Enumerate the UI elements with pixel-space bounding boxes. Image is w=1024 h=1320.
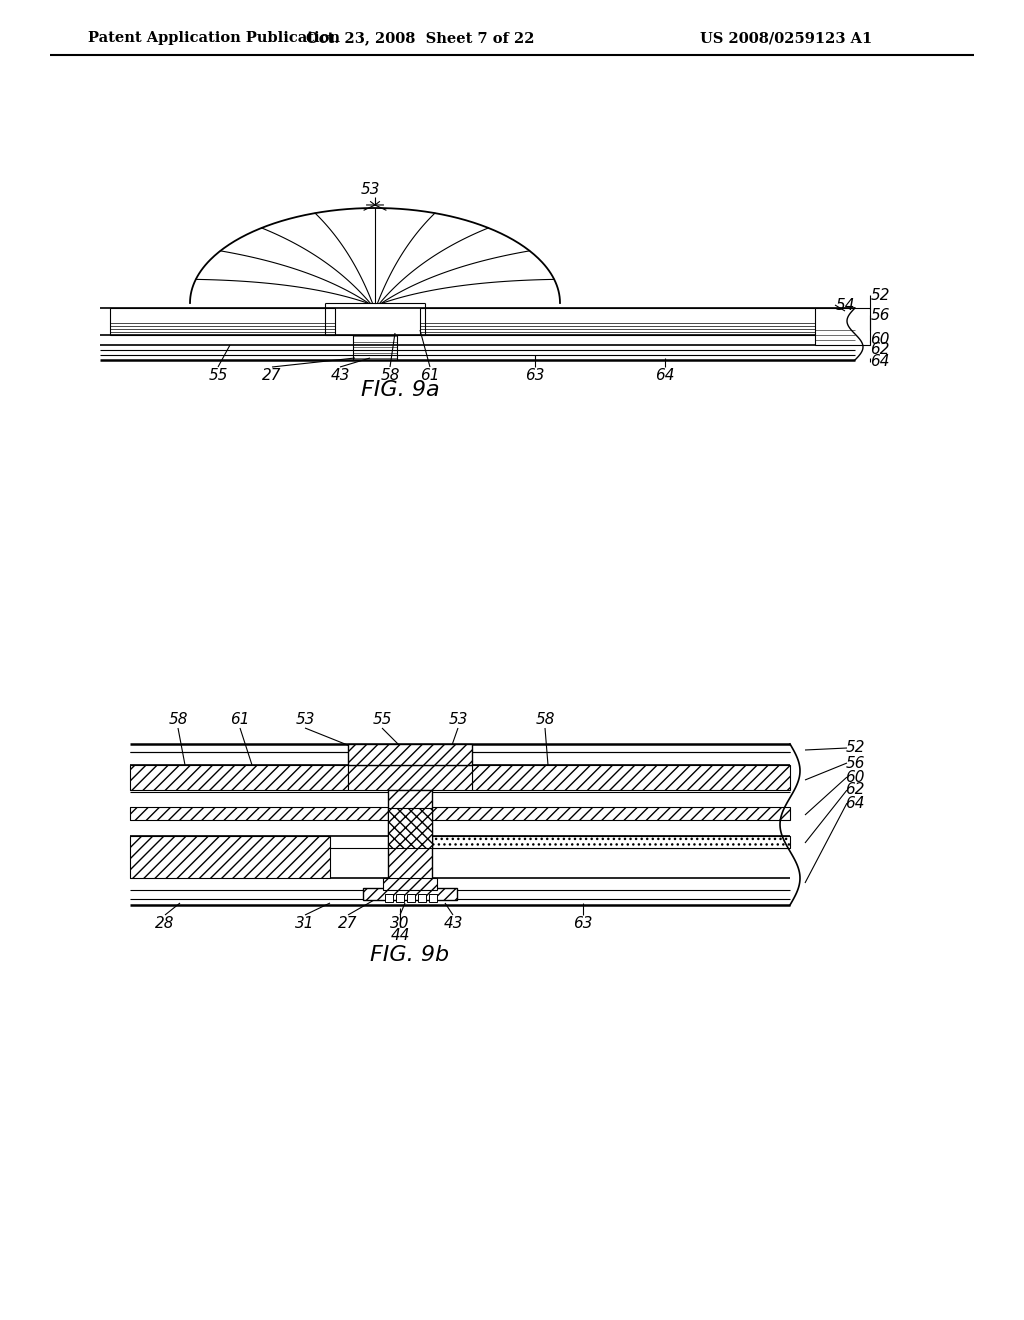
Text: 62: 62 — [845, 783, 864, 797]
Bar — [362, 888, 457, 900]
Text: 54: 54 — [836, 297, 855, 313]
Text: 58: 58 — [168, 713, 187, 727]
Text: 43: 43 — [331, 367, 350, 383]
Bar — [472, 766, 790, 789]
Bar — [388, 789, 432, 890]
Text: 53: 53 — [360, 182, 380, 198]
Bar — [130, 836, 330, 878]
Text: 63: 63 — [573, 916, 593, 931]
Text: 53: 53 — [449, 713, 468, 727]
Bar — [348, 766, 472, 789]
Bar — [130, 807, 790, 820]
Text: 61: 61 — [420, 367, 439, 383]
Text: 53: 53 — [295, 713, 314, 727]
Bar — [383, 878, 437, 890]
Bar — [407, 894, 415, 902]
Text: US 2008/0259123 A1: US 2008/0259123 A1 — [700, 30, 872, 45]
Text: 44: 44 — [390, 928, 410, 942]
Bar — [385, 894, 393, 902]
Text: 52: 52 — [870, 288, 890, 302]
Text: FIG. 9b: FIG. 9b — [371, 945, 450, 965]
Text: 52: 52 — [845, 741, 864, 755]
Text: 58: 58 — [536, 713, 555, 727]
Text: 55: 55 — [373, 713, 392, 727]
Text: 27: 27 — [338, 916, 357, 931]
Bar — [396, 894, 404, 902]
Text: 64: 64 — [870, 355, 890, 370]
Bar — [130, 766, 348, 789]
Text: 55: 55 — [208, 367, 227, 383]
Bar — [815, 308, 870, 345]
Text: FIG. 9a: FIG. 9a — [360, 380, 439, 400]
Bar — [348, 744, 472, 766]
Text: 63: 63 — [525, 367, 545, 383]
Text: 56: 56 — [870, 308, 890, 322]
Bar — [429, 894, 437, 902]
Text: 56: 56 — [845, 755, 864, 771]
Text: Oct. 23, 2008  Sheet 7 of 22: Oct. 23, 2008 Sheet 7 of 22 — [306, 30, 535, 45]
Bar — [388, 808, 432, 847]
Text: 64: 64 — [655, 367, 675, 383]
Text: 60: 60 — [845, 770, 864, 784]
Bar — [418, 894, 426, 902]
Text: 58: 58 — [380, 367, 399, 383]
Text: Patent Application Publication: Patent Application Publication — [88, 30, 340, 45]
Text: 43: 43 — [443, 916, 463, 931]
Text: 30: 30 — [390, 916, 410, 931]
Text: 31: 31 — [295, 916, 314, 931]
Bar — [432, 836, 790, 847]
Text: 27: 27 — [262, 367, 282, 383]
Text: 28: 28 — [156, 916, 175, 931]
Text: 62: 62 — [870, 342, 890, 358]
Text: 61: 61 — [230, 713, 250, 727]
Text: 60: 60 — [870, 333, 890, 347]
Text: 64: 64 — [845, 796, 864, 810]
